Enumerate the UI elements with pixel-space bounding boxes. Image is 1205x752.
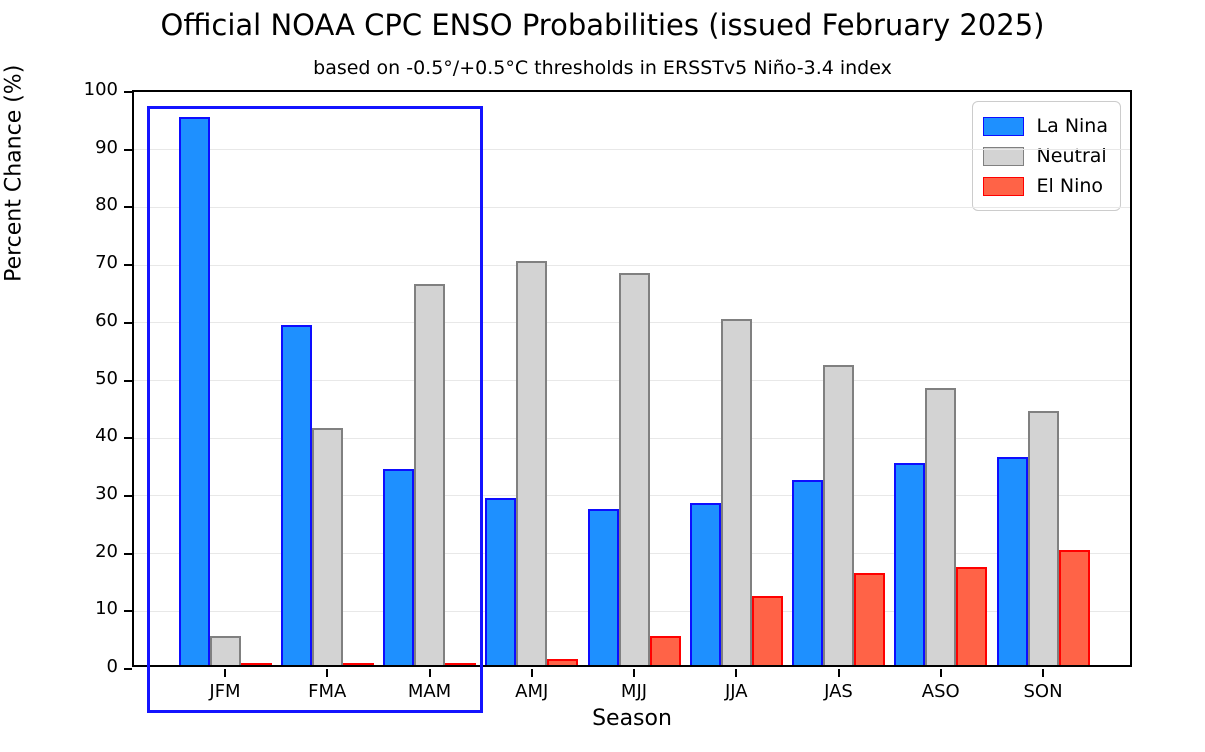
bar-la-nina-jfm [178,116,210,665]
y-tick-label-30: 30 [95,482,118,504]
bar-la-nina-mam [383,468,414,665]
plot-area: La Nina Neutral El Nino JFM FMA MAM AMJ MJJ JJA… [124,90,1132,702]
x-tick-mark-jja [735,669,738,677]
legend-label-neutral: Neutral [1036,145,1107,167]
bar-la-nina-son [996,457,1028,665]
y-tick-mark-90 [124,148,132,151]
bar-el-nino-jas [854,572,885,665]
bar-neutral-aso [925,388,957,665]
bar-neutral-jfm [209,636,241,665]
bar-el-nino-fma [342,663,374,665]
x-tick-mark-jfm [224,669,226,677]
bar-el-nino-son [1058,549,1090,665]
y-tick-mark-40 [124,437,132,440]
bar-neutral-son [1027,411,1059,665]
bar-la-nina-aso [894,463,926,665]
bar-el-nino-aso [956,566,988,665]
y-tick-label-50: 50 [95,367,118,389]
y-tick-label-60: 60 [95,309,118,331]
x-tick-mark-mjj [633,669,635,677]
bar-la-nina-jja [689,503,721,665]
bar-el-nino-amj [547,659,579,665]
x-tick-label-son: SON [1023,681,1063,702]
chart-subtitle: based on -0.5°/+0.5°C thresholds in ERSS… [313,57,892,79]
y-tick-mark-80 [124,206,132,209]
y-tick-mark-70 [124,264,132,267]
y-tick-label-100: 100 [83,79,118,100]
x-tick-label-amj: AMJ [515,681,549,702]
y-axis-label: Percent Chance (%) [1,64,27,282]
y-tick-mark-0 [124,668,132,670]
y-tick-label-90: 90 [95,136,118,158]
x-tick-mark-mam [428,669,431,677]
legend-swatch-neutral [982,146,1024,166]
legend-label-el-nino: El Nino [1036,175,1104,197]
bar-neutral-mam [414,284,445,665]
bar-neutral-jas [823,364,854,665]
y-tick-label-80: 80 [95,194,118,216]
bar-neutral-jja [720,318,752,665]
bar-neutral-fma [311,428,343,665]
bar-neutral-mjj [618,272,650,665]
bar-el-nino-jfm [240,663,272,665]
y-tick-mark-10 [124,610,132,613]
x-axis-label: Season [592,706,672,731]
legend-swatch-la-nina [982,116,1024,136]
legend-item-la-nina: La Nina [982,111,1108,141]
x-tick-label-jas: JAS [824,681,853,702]
x-tick-label-jfm: JFM [209,681,241,702]
bar-el-nino-mam [445,663,476,665]
x-tick-label-fma: FMA [308,681,347,702]
bar-la-nina-amj [485,497,517,665]
bar-neutral-amj [516,261,548,665]
legend-item-neutral: Neutral [982,141,1108,171]
y-tick-label-40: 40 [95,425,118,447]
x-tick-mark-amj [530,669,533,677]
gridline-90 [134,149,1130,151]
x-tick-label-aso: ASO [921,681,960,702]
chart-title: Official NOAA CPC ENSO Probabilities (is… [160,8,1045,42]
x-tick-label-mjj: MJJ [620,681,648,702]
bar-la-nina-mjj [587,509,619,665]
bar-la-nina-fma [280,324,312,665]
bar-la-nina-jas [792,480,823,665]
x-tick-mark-jas [837,669,840,677]
bar-el-nino-mjj [649,636,681,665]
y-tick-mark-30 [124,494,132,497]
x-tick-label-jja: JJA [724,681,748,702]
gridline-80 [134,206,1130,208]
y-tick-mark-50 [124,379,132,382]
y-tick-mark-100 [124,91,132,93]
x-tick-mark-fma [326,669,329,677]
bar-el-nino-jja [751,595,783,665]
x-tick-label-mam: MAM [407,681,452,702]
y-tick-label-70: 70 [95,252,118,274]
legend-label-la-nina: La Nina [1036,115,1108,137]
gridline-70 [134,264,1130,266]
y-tick-mark-20 [124,552,132,555]
y-tick-label-20: 20 [95,540,118,562]
x-tick-mark-aso [939,669,942,677]
y-tick-mark-60 [124,321,132,324]
y-tick-label-0: 0 [106,656,118,677]
legend: La Nina Neutral El Nino [971,101,1121,211]
legend-swatch-el-nino [982,176,1024,196]
legend-item-el-nino: El Nino [982,171,1108,201]
x-tick-mark-son [1042,669,1044,677]
y-tick-label-10: 10 [95,598,118,620]
